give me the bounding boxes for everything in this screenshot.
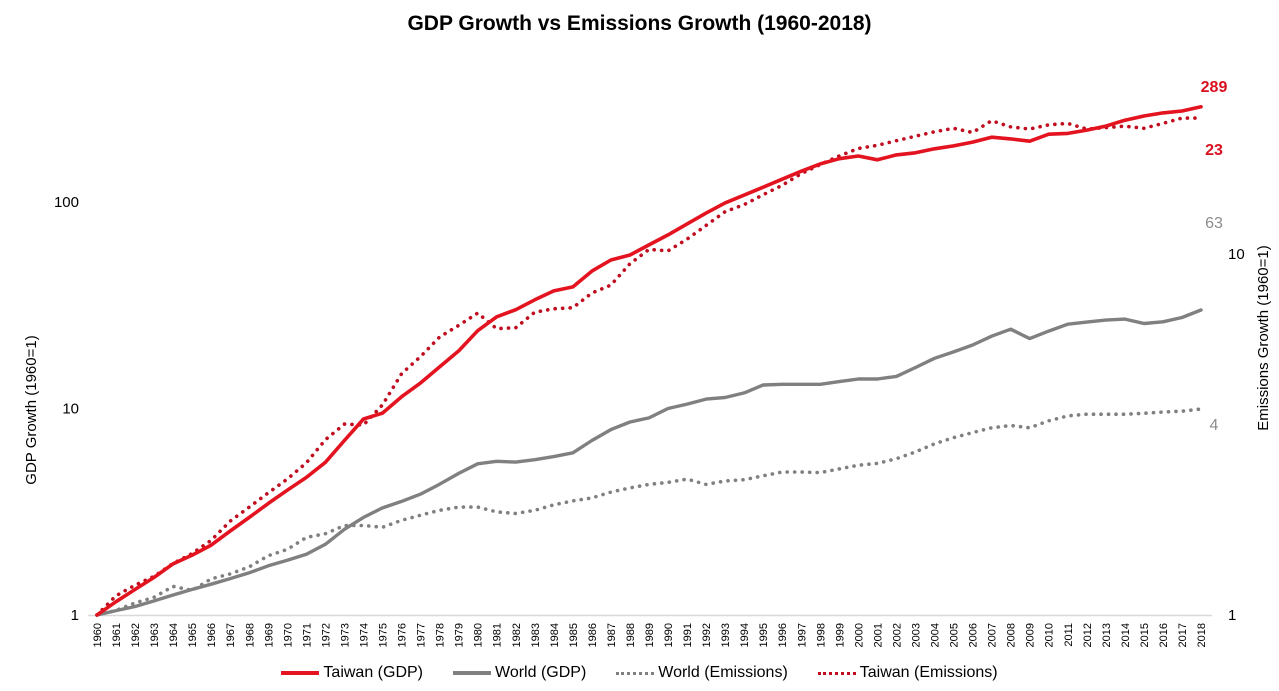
x-tick-label: 2016: [1158, 623, 1170, 647]
y-right-tick-label: 1: [1228, 607, 1236, 624]
x-tick-label: 1993: [720, 623, 732, 647]
series-line-taiwan-emissions: [95, 116, 1203, 617]
x-tick-label: 1967: [225, 623, 237, 647]
x-tick-label: 2017: [1177, 623, 1189, 647]
x-tick-label: 1994: [739, 623, 751, 647]
legend-label: Taiwan (Emissions): [859, 664, 998, 681]
x-tick-label: 1997: [796, 623, 808, 647]
x-tick-label: 1992: [701, 623, 713, 647]
y-left-tick-label: 1: [71, 607, 79, 624]
legend-item: World (GDP): [453, 664, 586, 682]
x-tick-label: 2013: [1101, 623, 1113, 647]
end-value-label: 23: [1205, 142, 1223, 159]
legend-label: World (GDP): [495, 664, 587, 681]
x-tick-label: 2004: [930, 623, 942, 647]
x-tick-label: 1982: [511, 623, 523, 647]
end-value-label: 63: [1205, 215, 1223, 232]
series-line-world-emissions: [95, 407, 1203, 617]
x-tick-label: 2007: [987, 623, 999, 647]
axes: 1 10 100 1 10 1960 1961 1962 1963 1964 1965 1966 196…: [54, 194, 1245, 647]
x-tick-label: 1990: [663, 623, 675, 647]
x-tick-label: 1979: [454, 623, 466, 647]
y-left-tick-label: 10: [62, 401, 79, 418]
x-tick-label: 2008: [1006, 623, 1018, 647]
x-tick-label: 1970: [282, 623, 294, 647]
x-tick-label: 2000: [853, 623, 865, 647]
legend-label: Taiwan (GDP): [323, 664, 423, 681]
x-tick-label: 2002: [891, 623, 903, 647]
x-tick-label: 1966: [206, 623, 218, 647]
x-tick-label: 2006: [968, 623, 980, 647]
x-tick-label: 1991: [682, 623, 694, 647]
x-tick-label: 1972: [320, 623, 332, 647]
x-tick-label: 2009: [1025, 623, 1037, 647]
x-tick-label: 2003: [910, 623, 922, 647]
y-right-tick-label: 10: [1228, 246, 1245, 263]
series-line-taiwan-gdp: [95, 105, 1203, 617]
x-tick-label: 1998: [815, 623, 827, 647]
x-tick-label: 1964: [168, 623, 180, 647]
series-line-world-gdp: [95, 308, 1203, 617]
x-tick-label: 1963: [149, 623, 161, 647]
x-tick-label: 1975: [378, 623, 390, 647]
x-tick-label: 1976: [397, 623, 409, 647]
x-tick-label: 2012: [1082, 623, 1094, 647]
legend-item: World (Emissions): [616, 664, 788, 682]
legend-swatch: [817, 671, 856, 675]
legend-swatch: [281, 671, 320, 675]
x-tick-label: 1962: [130, 623, 142, 647]
labels-layer: 289 63 4 23: [1201, 79, 1228, 434]
y-axis-title-right: Emissions Growth (1960=1): [1255, 245, 1272, 431]
end-value-label: 4: [1210, 417, 1219, 434]
x-tick-label: 2015: [1139, 623, 1151, 647]
x-tick-label: 1988: [625, 623, 637, 647]
x-tick-label: 1971: [301, 623, 313, 647]
x-tick-label: 1985: [568, 623, 580, 647]
legend-item: Taiwan (GDP): [281, 664, 423, 682]
legend-label: World (Emissions): [658, 664, 788, 681]
y-left-tick-label: 100: [54, 194, 79, 211]
x-tick-label: 2010: [1044, 623, 1056, 647]
x-tick-label: 1965: [187, 623, 199, 647]
x-tick-label: 1989: [644, 623, 656, 647]
legend-swatch: [453, 671, 491, 675]
x-tick-label: 1973: [339, 623, 351, 647]
x-tick-label: 1983: [530, 623, 542, 647]
x-tick-label: 1986: [587, 623, 599, 647]
x-tick-label: 1996: [777, 623, 789, 647]
x-tick-label: 1995: [758, 623, 770, 647]
series-layer: [95, 105, 1203, 617]
x-tick-label: 1984: [549, 623, 561, 647]
x-tick-label: 1978: [435, 623, 447, 647]
x-tick-label: 1981: [492, 623, 504, 647]
x-tick-label: 1987: [606, 623, 618, 647]
x-tick-label: 1980: [473, 623, 485, 647]
x-tick-label: 2018: [1196, 623, 1208, 647]
x-tick-label: 2005: [949, 623, 961, 647]
x-tick-label: 1999: [834, 623, 846, 647]
x-tick-label: 1968: [244, 623, 256, 647]
end-value-label: 289: [1201, 79, 1228, 96]
x-tick-label: 2011: [1063, 623, 1075, 647]
chart-title: GDP Growth vs Emissions Growth (1960-201…: [407, 12, 872, 35]
x-tick-label: 2014: [1120, 623, 1132, 647]
x-tick-label: 1974: [358, 623, 370, 647]
x-tick-label: 2001: [872, 623, 884, 647]
x-tick-label: 1977: [416, 623, 428, 647]
x-tick-label: 1961: [111, 623, 123, 647]
legend: Taiwan (GDP) World (GDP) World (Emissions)…: [0, 664, 1279, 682]
y-axis-title-left: GDP Growth (1960=1): [23, 335, 40, 484]
legend-swatch: [616, 671, 655, 675]
x-tick-label: 1969: [263, 623, 275, 647]
x-tick-label: 1960: [92, 623, 104, 647]
legend-item: Taiwan (Emissions): [817, 664, 998, 682]
